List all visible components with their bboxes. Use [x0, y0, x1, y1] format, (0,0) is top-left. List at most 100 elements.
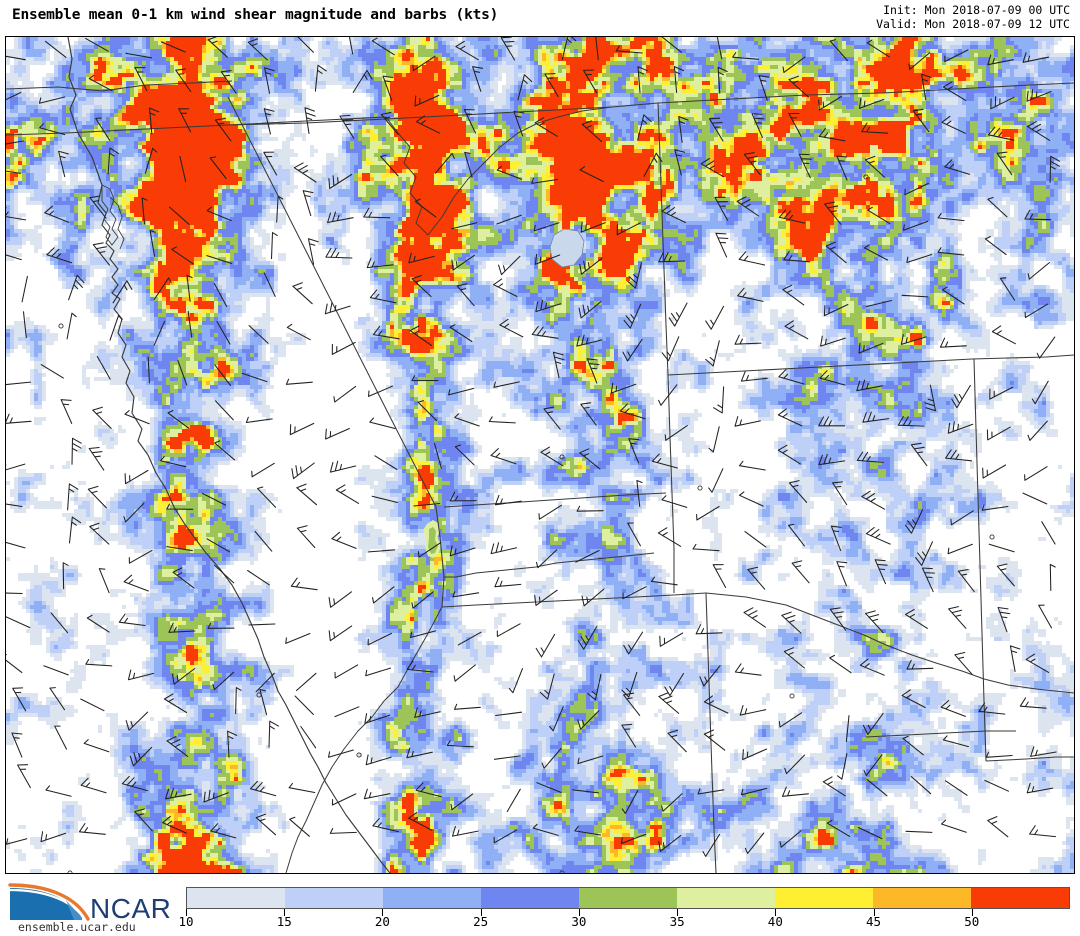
wind-barb: [1038, 604, 1053, 629]
wind-barb: [68, 274, 85, 301]
wind-barb: [744, 531, 767, 548]
wind-barb: [580, 221, 606, 233]
wind-barb: [112, 280, 133, 304]
wind-barb: [334, 664, 359, 679]
colorbar-tick-label-15: 15: [276, 914, 292, 929]
wind-barb: [494, 576, 522, 588]
wind-barb: [692, 543, 720, 552]
ncar-logo[interactable]: NCAR ensemble.ucar.edu: [4, 878, 176, 934]
wind-barb: [408, 252, 435, 264]
ncar-wordmark: NCAR: [90, 893, 171, 924]
wind-barb: [21, 275, 28, 303]
wind-barb: [678, 115, 689, 143]
wind-barb: [289, 816, 310, 837]
wind-barb: [409, 325, 433, 346]
station-marker: [356, 752, 362, 758]
colorbar-tick-45: [873, 909, 875, 916]
boundary-line: [6, 80, 233, 92]
wind-barb: [409, 630, 437, 639]
wind-barb: [363, 207, 391, 219]
wind-barb: [285, 632, 311, 644]
map-panel[interactable]: [5, 36, 1075, 874]
wind-barb: [498, 255, 521, 276]
wind-barb: [493, 755, 521, 760]
wind-barb: [552, 351, 565, 379]
wind-barb: [448, 387, 475, 396]
wind-barb: [247, 38, 268, 61]
wind-barb: [820, 335, 846, 347]
wind-barb: [95, 117, 111, 141]
wind-barb: [406, 747, 433, 759]
wind-barb: [264, 67, 275, 94]
wind-barb: [292, 282, 313, 305]
colorbar-tick-label-10: 10: [178, 914, 194, 929]
station-marker: [789, 693, 795, 699]
wind-barb: [705, 340, 720, 367]
wind-barb: [251, 462, 275, 478]
wind-barb: [175, 68, 192, 93]
wind-barb: [910, 442, 928, 467]
wind-barb: [450, 793, 474, 811]
wind-barb: [472, 66, 484, 92]
wind-barb: [544, 73, 559, 98]
wind-barb: [80, 777, 107, 794]
wind-barb: [177, 360, 188, 386]
colorbar[interactable]: [186, 887, 1070, 909]
wind-barb: [637, 66, 648, 94]
wind-barb: [241, 372, 268, 383]
wind-barb: [622, 338, 643, 362]
wind-barb: [900, 334, 927, 345]
wind-barb: [1049, 155, 1061, 183]
wind-barb: [496, 165, 523, 180]
boundary-line: [973, 358, 987, 762]
wind-barb: [367, 385, 393, 397]
boundary-line: [385, 116, 429, 236]
wind-barb: [62, 562, 69, 590]
wind-barb: [297, 37, 314, 53]
wind-barb: [66, 312, 77, 340]
wind-barb: [6, 503, 23, 508]
wind-barb: [248, 325, 269, 344]
wind-barb: [288, 782, 316, 794]
boundary-line: [705, 592, 717, 873]
wind-barb: [984, 236, 1007, 256]
wind-barb: [329, 827, 357, 834]
colorbar-band-1: [285, 888, 383, 908]
wind-barb: [673, 66, 685, 94]
wind-barb: [661, 204, 686, 224]
wind-barb: [291, 462, 315, 480]
wind-barb: [168, 206, 190, 225]
wind-barb: [784, 320, 809, 340]
wind-barb: [540, 446, 564, 467]
wind-barb: [160, 41, 186, 53]
wind-barb: [325, 427, 350, 440]
wind-barb: [289, 422, 315, 436]
wind-barb: [915, 541, 934, 566]
colorbar-band-5: [677, 888, 775, 908]
wind-barb: [6, 91, 22, 101]
wind-barb: [6, 140, 24, 145]
wind-barb: [270, 232, 278, 260]
wind-barb: [1025, 653, 1050, 673]
wind-barb: [705, 305, 725, 330]
shear-band-fill: [6, 37, 1074, 873]
wind-barb: [700, 157, 725, 178]
wind-barb: [38, 96, 66, 104]
wind-barb: [453, 664, 476, 682]
wind-barb: [6, 838, 28, 845]
wind-barb: [695, 624, 723, 635]
wind-barb: [561, 37, 577, 60]
wind-barb: [453, 703, 481, 710]
wind-barb: [206, 255, 233, 265]
station-marker: [256, 692, 262, 698]
wind-barb: [582, 69, 598, 94]
wind-barb: [981, 504, 1009, 511]
wind-barb: [957, 568, 975, 593]
wind-barb: [912, 108, 930, 133]
wind-barb: [367, 632, 393, 646]
colorbar-tick-label-30: 30: [571, 914, 587, 929]
wind-barb: [382, 75, 394, 102]
wind-barb: [80, 698, 105, 712]
wind-barb: [897, 415, 925, 427]
wind-barb: [339, 114, 355, 139]
